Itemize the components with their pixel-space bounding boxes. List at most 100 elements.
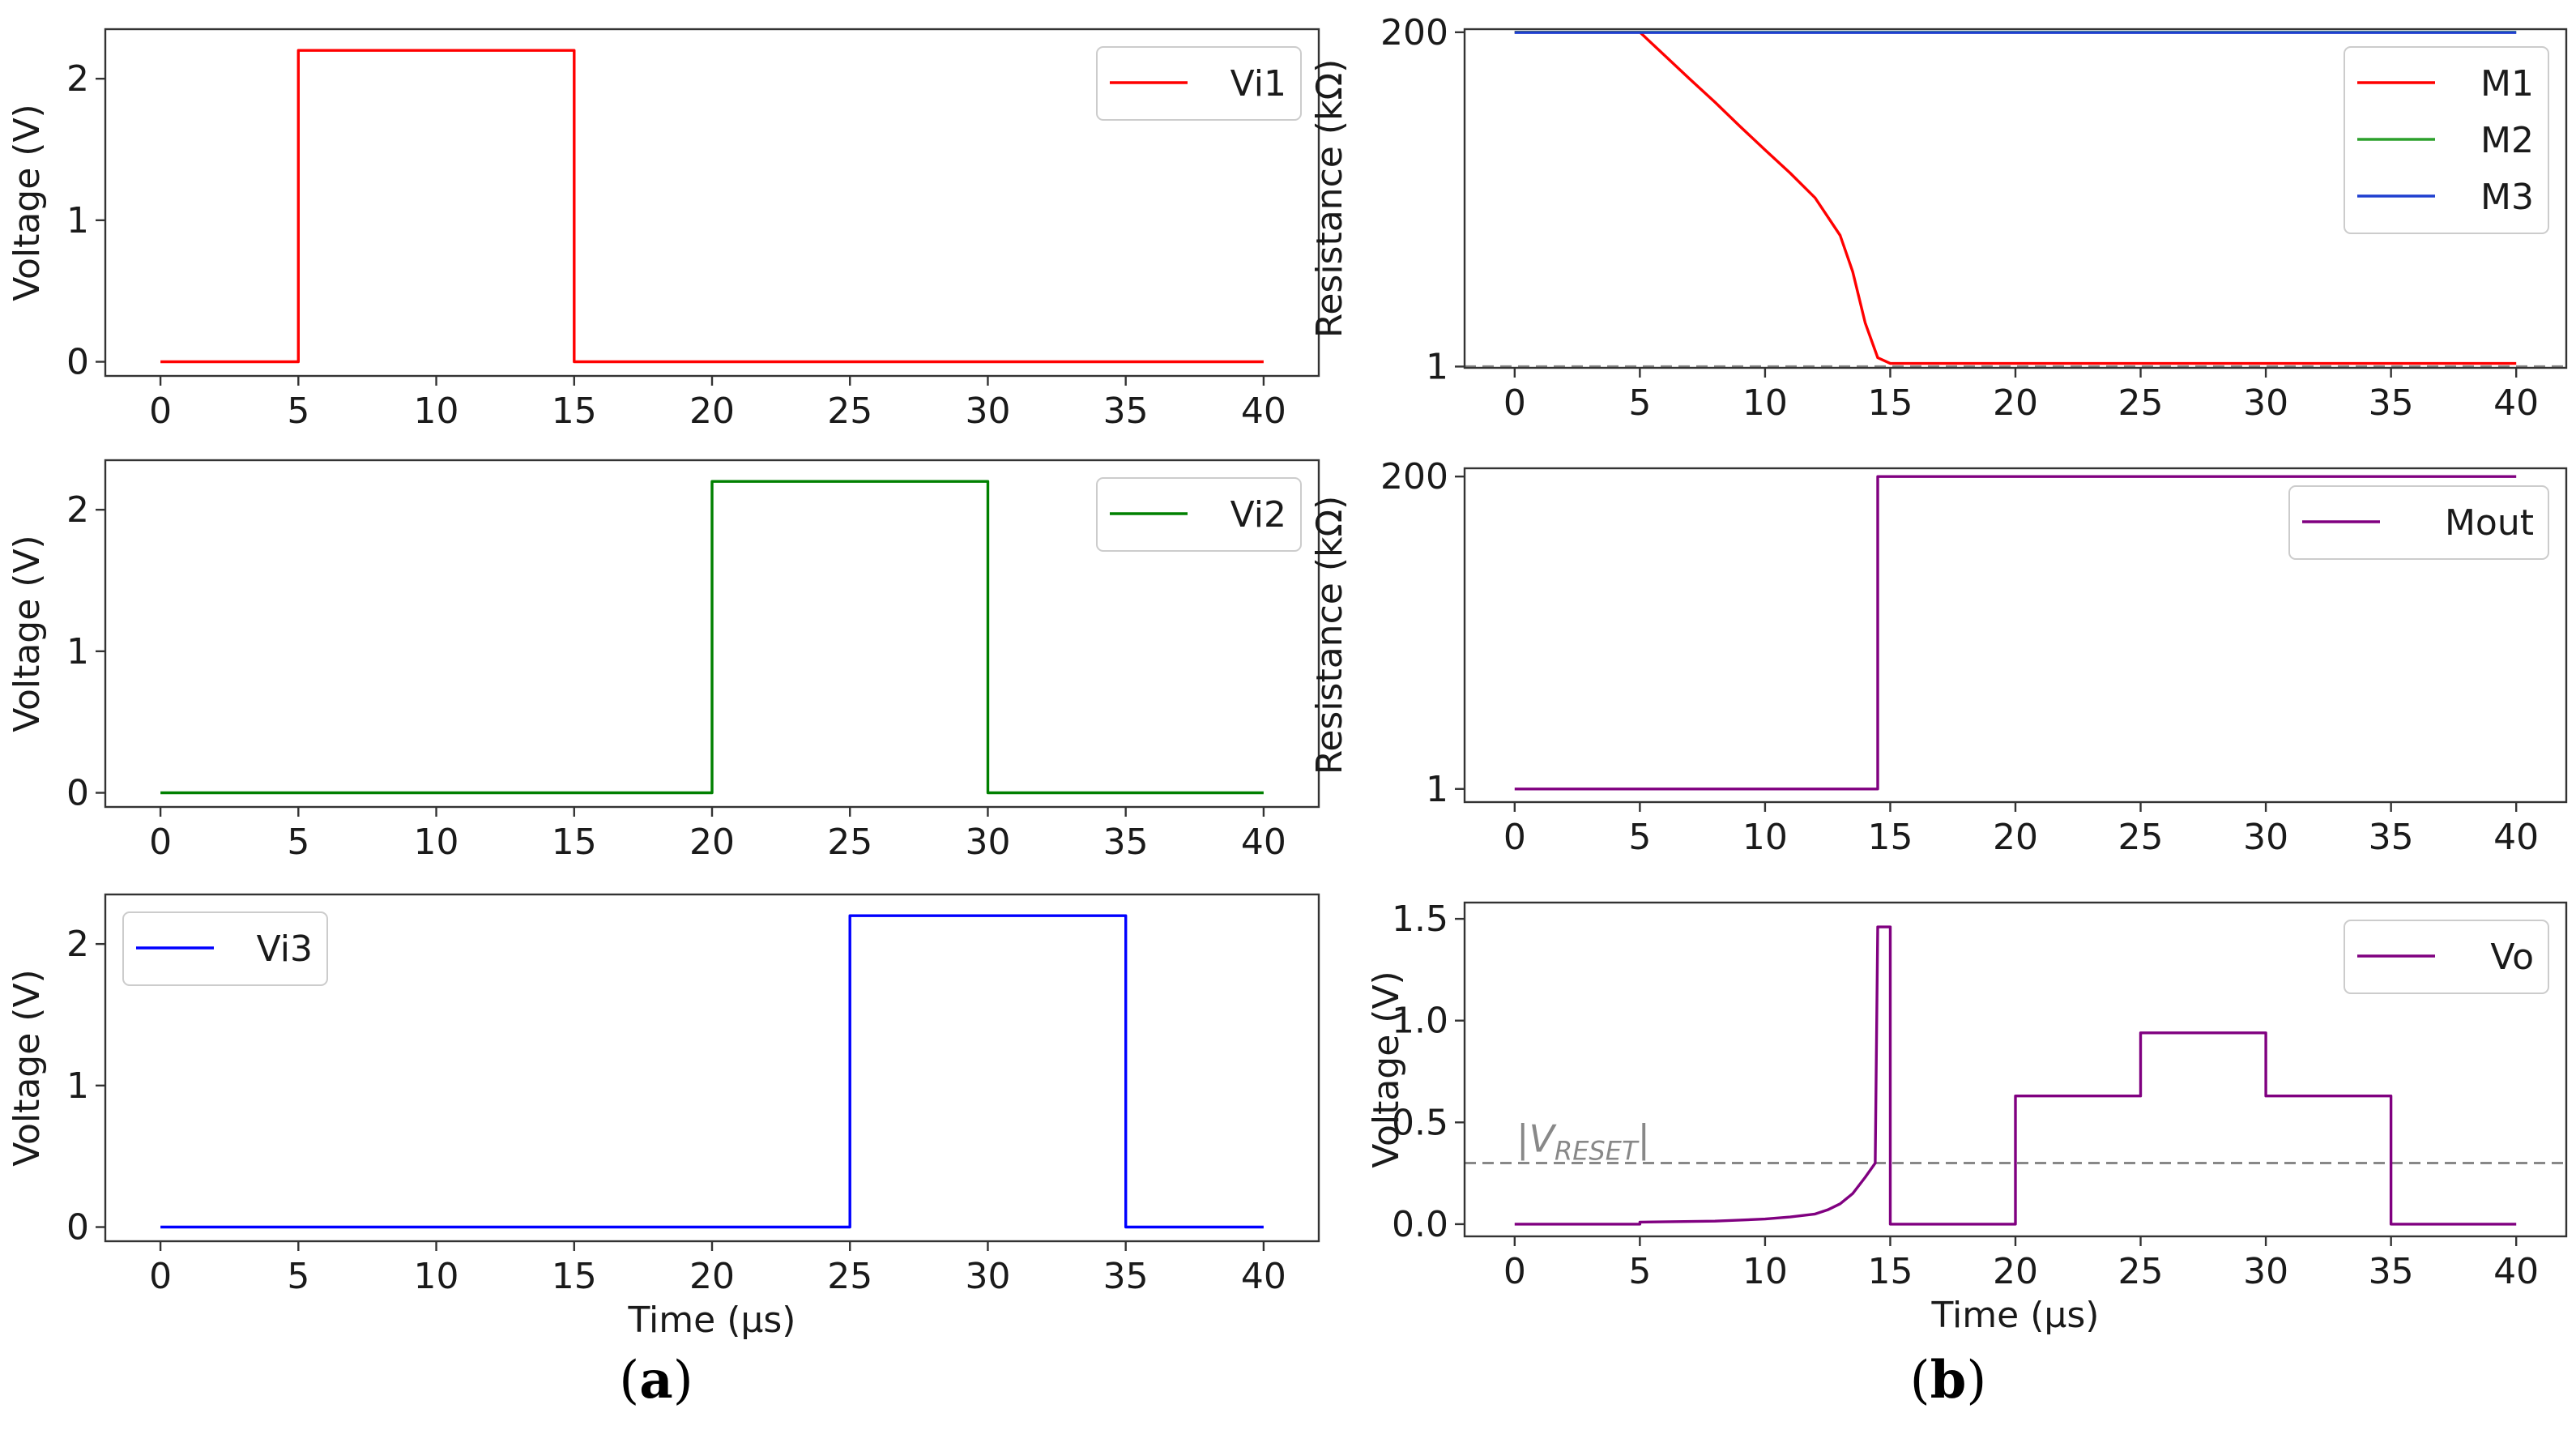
x-tick-label: 40 <box>2493 1251 2539 1292</box>
x-axis-label: Time (µs) <box>628 1300 796 1341</box>
x-tick-label: 40 <box>2493 382 2539 424</box>
y-tick-label: 0 <box>66 773 89 814</box>
y-tick-label: 1 <box>1426 769 1448 810</box>
x-tick-label: 20 <box>1993 382 2038 424</box>
x-tick-label: 30 <box>965 391 1010 432</box>
x-tick-label: 25 <box>827 391 872 432</box>
x-tick-label: 35 <box>1103 822 1149 863</box>
y-tick-label: 2 <box>66 489 89 531</box>
x-tick-label: 15 <box>1867 382 1913 424</box>
x-tick-label: 30 <box>2243 1251 2288 1292</box>
x-tick-label: 5 <box>287 822 309 863</box>
legend-label-m2: M2 <box>2480 120 2534 161</box>
x-tick-label: 40 <box>1241 391 1286 432</box>
x-tick-label: 25 <box>2118 1251 2164 1292</box>
x-tick-label: 40 <box>1241 822 1286 863</box>
y-axis-label: Voltage (V) <box>6 535 48 732</box>
x-tick-label: 5 <box>287 391 309 432</box>
legend-label-m3: M3 <box>2480 177 2534 218</box>
legend <box>122 911 328 986</box>
x-tick-label: 5 <box>1628 382 1651 424</box>
x-tick-label: 30 <box>965 822 1010 863</box>
x-tick-label: 35 <box>2369 382 2414 424</box>
x-tick-label: 40 <box>2493 817 2539 858</box>
panel-label-b: (b) <box>1910 1350 1987 1411</box>
x-tick-label: 20 <box>1993 1251 2038 1292</box>
y-tick-label: 2 <box>66 924 89 965</box>
chart-panel-a3: 0 5 10 15 20 25 30 35 40 0 1 2 Voltage (V) Time (µs) V… <box>6 893 1320 1341</box>
y-tick-label: 0 <box>66 1207 89 1249</box>
x-tick-label: 25 <box>2118 817 2164 858</box>
x-tick-label: 0 <box>149 1256 172 1297</box>
legend-label-m1: M1 <box>2480 63 2534 105</box>
y-axis-label: Resistance (kΩ) <box>1309 59 1350 339</box>
series-line-vi2 <box>160 480 1264 795</box>
x-tick-label: 25 <box>827 1256 872 1297</box>
y-axis-label: Voltage (V) <box>6 969 48 1166</box>
series-line-vi1 <box>160 49 1264 364</box>
vreset-annotation: |VRESET| <box>1516 1117 1650 1167</box>
x-tick-label: 10 <box>1742 382 1788 424</box>
legend <box>1096 477 1302 552</box>
x-tick-label: 35 <box>1103 391 1149 432</box>
y-tick-label: 0.5 <box>1392 1102 1448 1143</box>
y-tick-label: 200 <box>1380 456 1448 497</box>
x-tick-label: 10 <box>414 1256 459 1297</box>
x-tick-label: 20 <box>689 391 735 432</box>
x-tick-label: 5 <box>1628 817 1651 858</box>
chart-panel-b3: |VRESET| 0 5 10 15 20 25 30 35 40 0.0 0.5 1.0 1.5 Volt… <box>1366 899 2568 1336</box>
x-tick-label: 15 <box>552 391 597 432</box>
x-tick-label: 15 <box>1867 1251 1913 1292</box>
y-axis-label: Voltage (V) <box>6 104 48 301</box>
x-tick-label: 10 <box>414 391 459 432</box>
x-tick-label: 0 <box>149 822 172 863</box>
x-tick-label: 15 <box>552 822 597 863</box>
x-tick-label: 0 <box>1503 382 1526 424</box>
legend-label-vi3: Vi3 <box>257 928 313 970</box>
x-tick-label: 35 <box>2369 817 2414 858</box>
series-line-vi3 <box>160 914 1264 1229</box>
x-tick-label: 20 <box>689 1256 735 1297</box>
legend-label-vo: Vo <box>2490 937 2534 978</box>
y-axis-label: Voltage (V) <box>1366 971 1407 1167</box>
x-tick-label: 20 <box>689 822 735 863</box>
legend-label-mout: Mout <box>2445 502 2534 544</box>
x-tick-label: 10 <box>1742 1251 1788 1292</box>
x-tick-label: 10 <box>414 822 459 863</box>
legend-label-vi2: Vi2 <box>1230 494 1286 536</box>
x-tick-label: 35 <box>2369 1251 2414 1292</box>
y-axis-label: Resistance (kΩ) <box>1309 496 1350 775</box>
y-tick-label: 200 <box>1380 12 1448 53</box>
y-tick-label: 1 <box>1426 346 1448 387</box>
x-tick-label: 20 <box>1993 817 2038 858</box>
y-tick-label: 1 <box>66 200 89 241</box>
chart-panel-a2: 0 5 10 15 20 25 30 35 40 0 1 2 Voltage (V) Vi2 <box>6 459 1320 863</box>
x-tick-label: 30 <box>2243 817 2288 858</box>
x-tick-label: 0 <box>1503 1251 1526 1292</box>
y-tick-label: 0.0 <box>1392 1204 1448 1245</box>
legend <box>2344 920 2549 994</box>
x-tick-label: 30 <box>965 1256 1010 1297</box>
legend <box>2288 485 2549 560</box>
x-tick-label: 15 <box>1867 817 1913 858</box>
series-line-vo <box>1514 925 2517 1226</box>
x-tick-label: 15 <box>552 1256 597 1297</box>
x-tick-label: 35 <box>1103 1256 1149 1297</box>
x-tick-label: 0 <box>149 391 172 432</box>
x-tick-label: 0 <box>1503 817 1526 858</box>
x-tick-label: 5 <box>1628 1251 1651 1292</box>
chart-panel-b2: 0 5 10 15 20 25 30 35 40 1 200 Resistance (kΩ) Mout <box>1309 456 2568 858</box>
y-tick-label: 1.0 <box>1392 1001 1448 1042</box>
x-tick-label: 25 <box>827 822 872 863</box>
legend <box>2344 46 2549 234</box>
x-tick-label: 25 <box>2118 382 2164 424</box>
y-tick-label: 2 <box>66 58 89 100</box>
x-tick-label: 5 <box>287 1256 309 1297</box>
x-tick-label: 40 <box>1241 1256 1286 1297</box>
chart-panel-a1: 0 5 10 15 20 25 30 35 40 0 1 2 Voltage (V) Vi1 <box>6 28 1320 432</box>
y-tick-label: 0 <box>66 342 89 383</box>
y-tick-label: 1 <box>66 1065 89 1107</box>
legend-label-vi1: Vi1 <box>1230 63 1286 105</box>
x-tick-label: 30 <box>2243 382 2288 424</box>
